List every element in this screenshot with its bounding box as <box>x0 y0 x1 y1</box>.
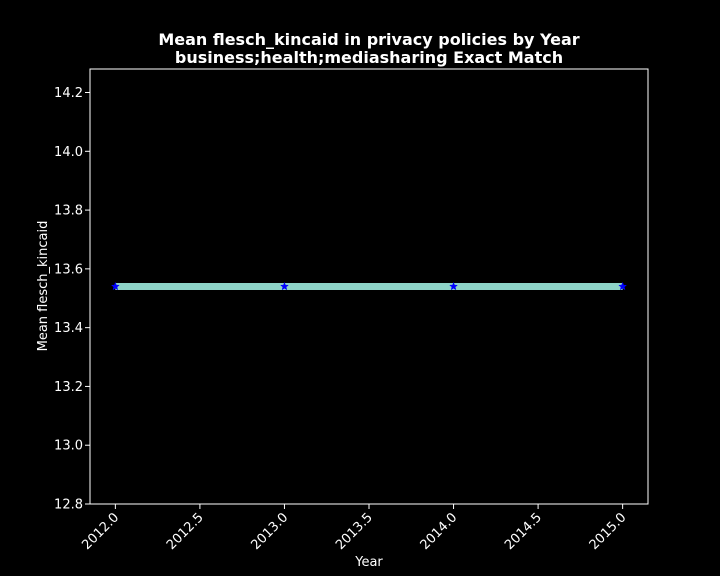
y-tick-label: 13.4 <box>54 321 83 336</box>
x-tick-label: 2014.0 <box>418 510 461 553</box>
y-tick-label: 14.0 <box>54 145 83 160</box>
x-axis: 2012.0 2012.5 2013.0 2013.5 2014.0 2014.5 2015… <box>79 504 629 553</box>
x-tick-label: 2014.5 <box>502 510 545 553</box>
y-tick-label: 13.8 <box>54 204 83 219</box>
y-axis: 12.8 13.0 13.2 13.4 13.6 13.8 14.0 14.2 <box>54 86 90 513</box>
y-tick-label: 14.2 <box>54 86 83 101</box>
x-tick-label: 2013.5 <box>333 510 376 553</box>
chart-title: Mean flesch_kincaid in privacy policies … <box>158 30 579 49</box>
y-tick-label: 13.0 <box>54 439 83 454</box>
y-tick-label: 12.8 <box>54 498 83 513</box>
x-tick-label: 2012.0 <box>79 510 122 553</box>
x-axis-label: Year <box>354 555 383 570</box>
x-tick-label: 2013.0 <box>249 510 292 553</box>
y-tick-label: 13.6 <box>54 262 83 277</box>
y-axis-label: Mean flesch_kincaid <box>36 221 51 352</box>
x-tick-label: 2012.5 <box>164 510 207 553</box>
series-layer <box>110 281 628 291</box>
chart-subtitle: business;health;mediasharing Exact Match <box>175 48 563 67</box>
data-point-marker <box>449 281 459 291</box>
data-point-marker <box>279 281 289 291</box>
data-point-marker <box>110 281 120 291</box>
x-tick-label: 2015.0 <box>587 510 630 553</box>
y-tick-label: 13.2 <box>54 380 83 395</box>
data-point-marker <box>618 281 628 291</box>
